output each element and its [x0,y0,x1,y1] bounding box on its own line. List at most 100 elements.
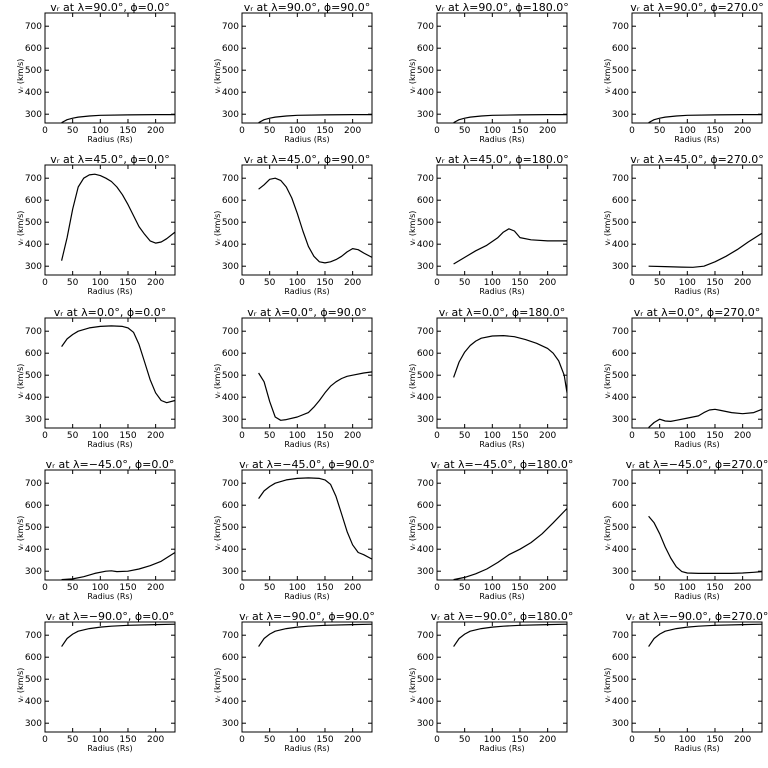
x-tick-label: 100 [289,278,306,288]
x-tick-label: 200 [147,431,164,441]
plot-frame [44,12,176,124]
x-tick-label: 50 [459,278,471,288]
panel-title: vᵣ at λ=90.0°, ϕ=270.0° [630,1,764,14]
x-tick-label: 150 [316,278,333,288]
x-tick-label: 200 [539,431,556,441]
x-tick-label: 100 [679,431,696,441]
plot-frame [241,12,373,124]
y-tick-label: 700 [417,22,434,32]
x-tick-label: 100 [92,583,109,593]
chart-panel: vᵣ at λ=45.0°, ϕ=0.0° 0 50 100 150 200 300 400 5… [16,153,176,296]
y-axis-label: vᵣ (km/s) [603,59,612,94]
y-tick-label: 400 [25,697,42,707]
y-tick-label: 600 [222,44,239,54]
y-tick-label: 700 [612,22,629,32]
x-tick-label: 200 [539,278,556,288]
x-tick-label: 150 [511,735,528,745]
plot-frame [631,469,763,581]
x-tick-label: 150 [511,583,528,593]
y-tick-label: 300 [417,719,434,729]
x-tick-label: 150 [316,583,333,593]
y-tick-label: 300 [612,567,629,577]
x-tick-label: 50 [264,735,276,745]
x-tick-label: 100 [679,278,696,288]
x-tick-label: 200 [734,431,751,441]
y-axis-label: vᵣ (km/s) [213,211,222,246]
y-axis-label: vᵣ (km/s) [213,516,222,551]
y-tick-label: 300 [25,110,42,120]
x-tick-label: 150 [706,583,723,593]
x-axis-label: Radius (Rs) [284,287,329,296]
x-tick-label: 100 [484,431,501,441]
x-tick-label: 200 [344,583,361,593]
chart-panel: vᵣ at λ=−45.0°, ϕ=90.0° 0 50 100 150 200 300 40… [213,458,375,601]
y-tick-label: 500 [417,371,434,381]
panel-title: vᵣ at λ=0.0°, ϕ=90.0° [247,306,367,319]
y-tick-label: 600 [417,653,434,663]
chart-panel: vᵣ at λ=90.0°, ϕ=180.0° 0 50 100 150 200 300 40… [408,1,569,144]
x-tick-label: 0 [629,278,635,288]
x-tick-label: 100 [679,126,696,136]
series-line [258,371,373,421]
y-tick-label: 400 [417,240,434,250]
x-tick-label: 0 [434,583,440,593]
x-tick-label: 100 [92,735,109,745]
plot-frame [631,12,763,124]
y-tick-label: 500 [222,66,239,76]
chart-panel: vᵣ at λ=−90.0°, ϕ=180.0° 0 50 100 150 200 300 4… [408,610,573,753]
y-tick-label: 400 [25,545,42,555]
y-tick-label: 500 [417,675,434,685]
y-axis-label: vᵣ (km/s) [408,211,417,246]
y-tick-label: 300 [612,719,629,729]
y-tick-label: 300 [222,262,239,272]
y-tick-label: 700 [417,174,434,184]
panel-title: vᵣ at λ=45.0°, ϕ=270.0° [630,153,764,166]
y-axis-label: vᵣ (km/s) [213,59,222,94]
x-tick-label: 50 [264,278,276,288]
y-tick-label: 400 [25,88,42,98]
series-line [648,232,763,268]
y-tick-label: 700 [612,631,629,641]
y-tick-label: 300 [417,415,434,425]
y-tick-label: 500 [417,218,434,228]
x-tick-label: 0 [629,126,635,136]
y-axis-label: vᵣ (km/s) [603,668,612,703]
x-tick-label: 0 [434,735,440,745]
x-tick-label: 0 [42,735,48,745]
y-tick-label: 500 [25,371,42,381]
panel-title: vᵣ at λ=90.0°, ϕ=0.0° [50,1,170,14]
x-tick-label: 50 [67,278,79,288]
x-tick-label: 50 [264,126,276,136]
x-tick-label: 0 [434,278,440,288]
y-tick-label: 700 [222,479,239,489]
x-axis-label: Radius (Rs) [479,592,524,601]
y-tick-label: 400 [417,88,434,98]
x-tick-label: 100 [92,278,109,288]
x-tick-label: 0 [239,583,245,593]
chart-panel: vᵣ at λ=0.0°, ϕ=180.0° 0 50 100 150 200 300 400… [408,306,568,449]
plot-frame [44,621,176,733]
x-tick-label: 200 [734,278,751,288]
y-tick-label: 500 [222,675,239,685]
x-tick-label: 200 [344,126,361,136]
x-tick-label: 0 [434,126,440,136]
chart-panel: vᵣ at λ=−45.0°, ϕ=0.0° 0 50 100 150 200 300 400… [16,458,176,601]
x-axis-label: Radius (Rs) [674,592,719,601]
x-tick-label: 50 [654,431,666,441]
x-tick-label: 200 [147,126,164,136]
y-tick-label: 400 [25,240,42,250]
y-tick-label: 500 [417,523,434,533]
y-tick-label: 700 [25,631,42,641]
panel-title: vᵣ at λ=0.0°, ϕ=270.0° [634,306,761,319]
y-tick-label: 300 [417,262,434,272]
y-axis-label: vᵣ (km/s) [16,59,25,94]
x-tick-label: 0 [239,431,245,441]
x-tick-label: 100 [289,431,306,441]
series-line [258,623,373,647]
chart-panel: vᵣ at λ=90.0°, ϕ=0.0° 0 50 100 150 200 300 400 5… [16,1,176,144]
y-tick-label: 300 [222,110,239,120]
panel-title: vᵣ at λ=90.0°, ϕ=90.0° [244,1,371,14]
x-tick-label: 200 [734,735,751,745]
y-tick-label: 300 [222,567,239,577]
x-tick-label: 50 [459,431,471,441]
